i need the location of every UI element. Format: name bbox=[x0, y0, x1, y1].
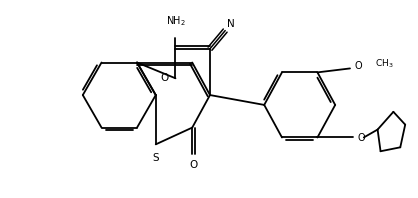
Text: N: N bbox=[227, 19, 235, 29]
Text: O: O bbox=[189, 160, 197, 170]
Text: CH$_3$: CH$_3$ bbox=[375, 57, 393, 70]
Text: O: O bbox=[358, 133, 365, 143]
Text: NH$_2$: NH$_2$ bbox=[166, 14, 186, 28]
Text: O: O bbox=[161, 73, 168, 83]
Text: O: O bbox=[355, 61, 362, 71]
Text: S: S bbox=[152, 153, 158, 163]
